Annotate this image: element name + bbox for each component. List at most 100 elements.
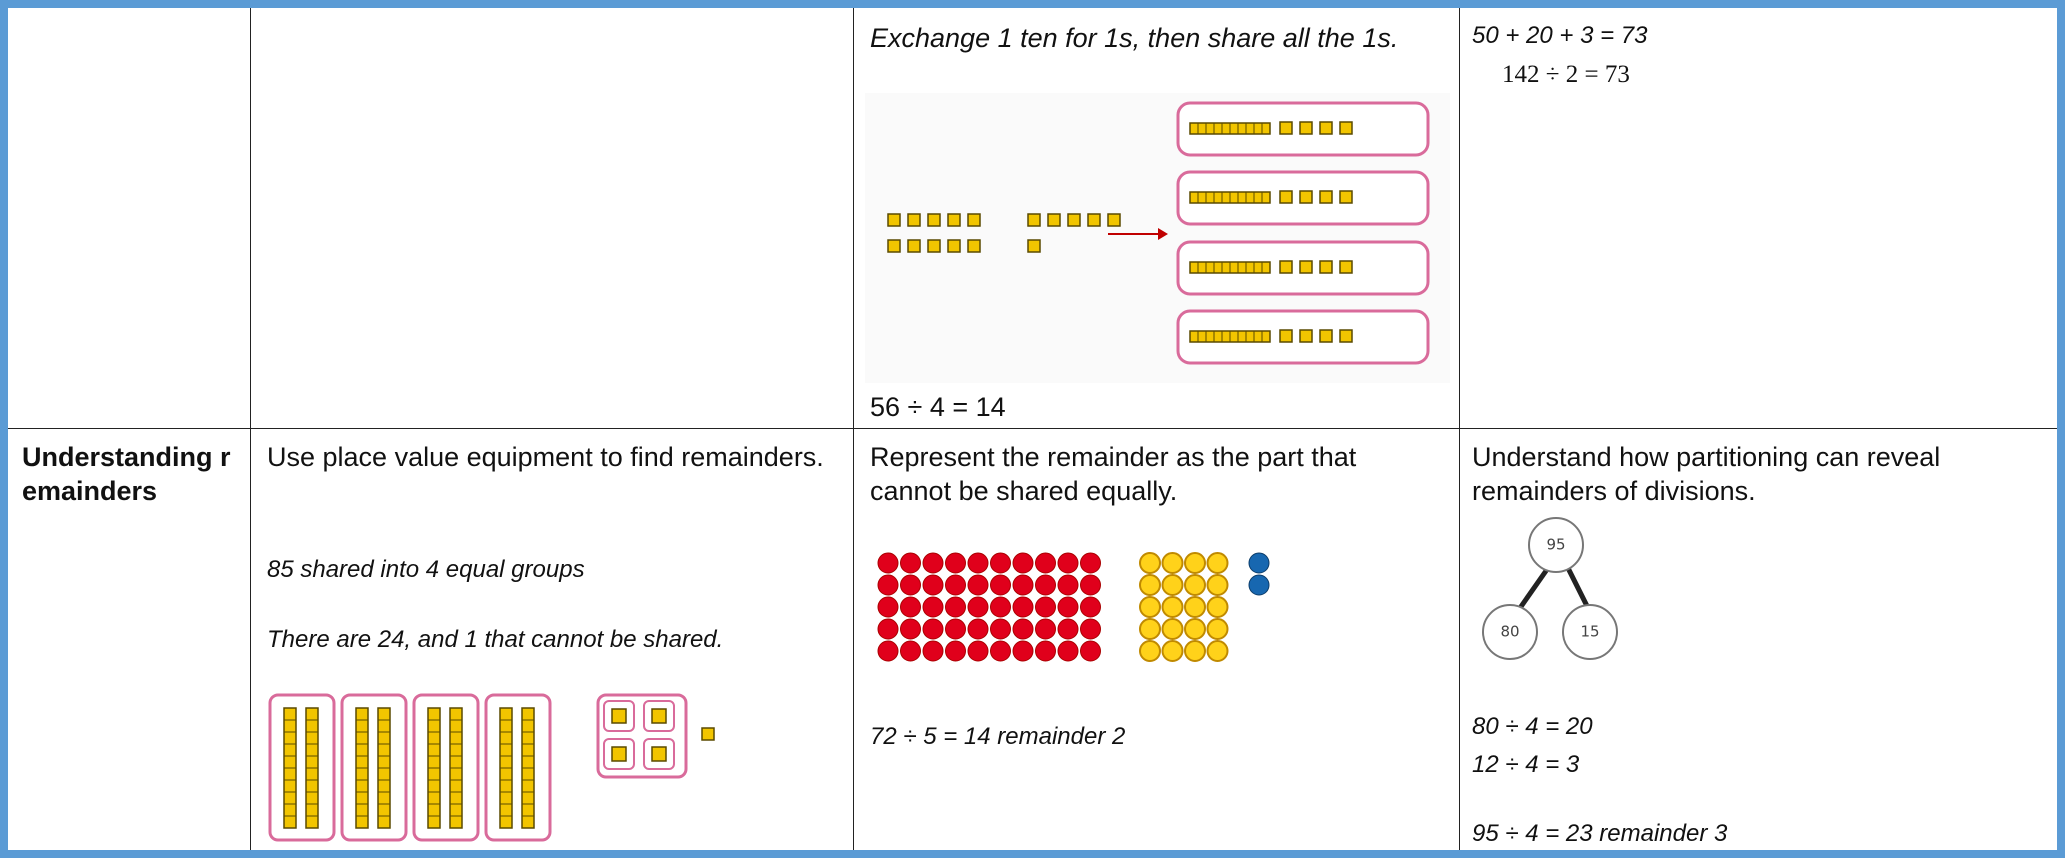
cube (611, 746, 627, 762)
cube (1279, 260, 1293, 274)
counter-one (1206, 640, 1229, 662)
counter-ten (1057, 552, 1079, 574)
column-divider (853, 8, 854, 850)
cube (907, 239, 921, 253)
counter-ten (900, 574, 921, 596)
group-box (412, 693, 480, 842)
group-box (484, 693, 552, 842)
equation: 142 ÷ 2 = 73 (1502, 61, 1630, 88)
counter-ten (900, 640, 921, 662)
counter-ten (1012, 596, 1034, 618)
counter-ten (877, 640, 899, 662)
counter-ten (1057, 640, 1079, 662)
instruction: Understand how partitioning can reveal r… (1472, 442, 1941, 506)
cube (907, 213, 921, 227)
cube (1279, 329, 1293, 343)
column-divider (250, 8, 251, 850)
counter-ten (1080, 640, 1101, 662)
counter-one (1206, 596, 1229, 618)
cube (1299, 260, 1313, 274)
counter-one (1184, 618, 1206, 640)
cube (651, 746, 667, 762)
cube (1087, 213, 1101, 227)
counter-ten (1080, 618, 1101, 640)
cube (1319, 329, 1333, 343)
counter-ten (1035, 552, 1056, 574)
counter-ten (1012, 640, 1034, 662)
counter-ten (877, 574, 899, 596)
counter-ten (1080, 574, 1101, 596)
cube (1279, 190, 1293, 204)
counter-one (1139, 552, 1161, 574)
counter-ten (967, 640, 989, 662)
example: 85 shared into 4 equal groups (267, 556, 585, 583)
counter-ten (922, 552, 944, 574)
counter-ten (1057, 574, 1079, 596)
counter-ten (945, 640, 966, 662)
column-divider (1459, 8, 1460, 850)
group-box (268, 693, 336, 842)
partition-part: 80 (1500, 623, 1519, 641)
counter-one (1161, 574, 1184, 596)
counter-ten (1080, 596, 1101, 618)
counter-remainder (1248, 552, 1270, 574)
cube (1027, 239, 1041, 253)
cube (1299, 190, 1313, 204)
cube (967, 213, 981, 227)
counter-ten (967, 552, 989, 574)
row-divider (8, 428, 2057, 429)
group-box (340, 693, 408, 842)
counter-ten (967, 596, 989, 618)
counter-ten (1035, 574, 1056, 596)
cube (1299, 121, 1313, 135)
counter-one (1206, 574, 1229, 596)
cube (1319, 121, 1333, 135)
equation: 72 ÷ 5 = 14 remainder 2 (870, 723, 1126, 750)
counter-ten (877, 618, 899, 640)
counter-one (1184, 596, 1206, 618)
cube (887, 213, 901, 227)
cube (1299, 329, 1313, 343)
counter-ten (922, 618, 944, 640)
counter-one (1161, 640, 1184, 662)
counter-ten (1035, 640, 1056, 662)
cube (611, 708, 627, 724)
instruction: Exchange 1 ten for 1s, then share all th… (870, 23, 1399, 53)
counter-ten (922, 640, 944, 662)
equation: 12 ÷ 4 = 3 (1472, 751, 1580, 778)
cube (947, 239, 961, 253)
cube (1027, 213, 1041, 227)
counter-ten (990, 574, 1011, 596)
counter-one (1206, 618, 1229, 640)
equation: 80 ÷ 4 = 20 (1472, 713, 1593, 740)
counter-ten (990, 552, 1011, 574)
counter-ten (877, 552, 899, 574)
cube (1067, 213, 1081, 227)
cube (947, 213, 961, 227)
partition-circle (1482, 604, 1538, 660)
counter-one (1161, 552, 1184, 574)
cube (1339, 260, 1353, 274)
counter-ten (945, 574, 966, 596)
row-heading: Understanding remainders (22, 442, 231, 506)
counter-remainder (1248, 574, 1270, 596)
cube (1107, 213, 1121, 227)
counter-ten (1012, 574, 1034, 596)
cube (927, 213, 941, 227)
counter-ten (967, 574, 989, 596)
cube (701, 727, 715, 741)
counter-one (1139, 640, 1161, 662)
branch (1517, 566, 1551, 610)
cube (651, 708, 667, 724)
example: There are 24, and 1 that cannot be share… (267, 626, 724, 653)
cube (967, 239, 981, 253)
partition-circle (1562, 604, 1618, 660)
cube (887, 239, 901, 253)
equation: 95 ÷ 4 = 23 remainder 3 (1472, 820, 1728, 847)
cube (1319, 260, 1333, 274)
counter-one (1139, 618, 1161, 640)
counter-ten (990, 640, 1011, 662)
counter-ten (1057, 618, 1079, 640)
counter-ten (945, 552, 966, 574)
